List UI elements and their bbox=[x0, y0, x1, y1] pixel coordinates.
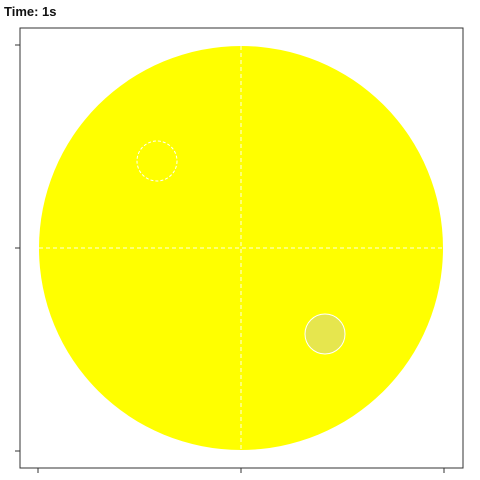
arena-pool bbox=[39, 46, 443, 450]
target-platform bbox=[304, 313, 346, 355]
time-label: Time: 1s bbox=[4, 4, 57, 19]
start-marker bbox=[136, 140, 178, 182]
axis-ticks bbox=[15, 44, 445, 473]
